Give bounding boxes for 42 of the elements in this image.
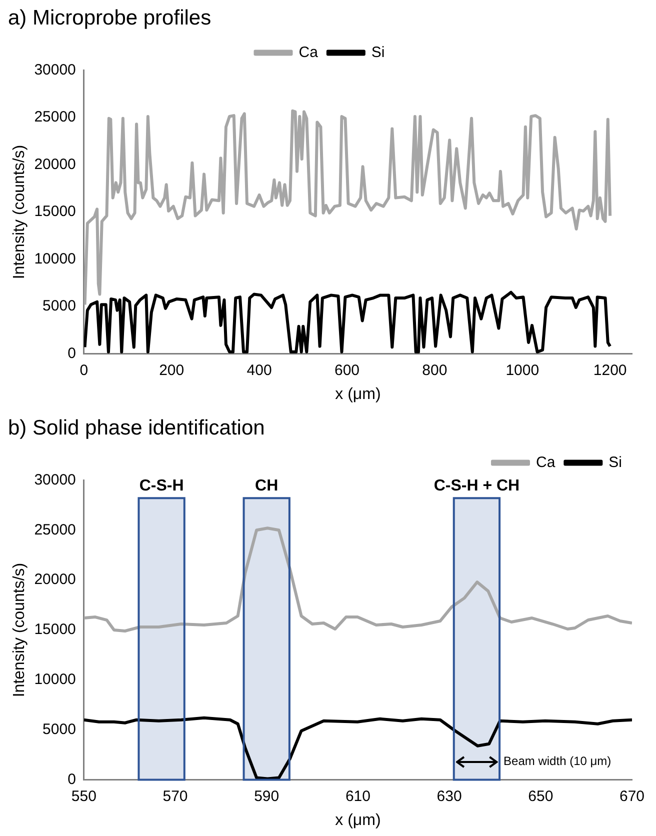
y-tick-label: 15000 [34, 621, 76, 638]
x-tick-label: 800 [422, 362, 448, 379]
y-tick-label: 10000 [34, 250, 76, 268]
y-tick-label: 25000 [34, 521, 76, 538]
y-tick-label: 15000 [34, 203, 76, 220]
legend-label: Ca [298, 44, 319, 61]
x-tick-label: 600 [334, 362, 360, 379]
y-tick-label: 30000 [34, 61, 76, 78]
x-tick-label: 630 [436, 788, 462, 805]
legend-label: Si [371, 44, 385, 61]
x-tick-label: 590 [254, 788, 280, 805]
x-tick-label: 200 [159, 362, 184, 379]
y-axis-title: Intensity (counts/s) [11, 562, 28, 698]
legend-label: Si [608, 454, 622, 471]
chart-title: a) Microprobe profiles [8, 6, 212, 30]
y-tick-label: 30000 [34, 471, 76, 488]
y-tick-label: 5000 [42, 298, 76, 315]
x-tick-label: 570 [162, 788, 188, 805]
x-tick-label: 1000 [506, 362, 540, 379]
x-tick-label: 0 [80, 362, 88, 379]
y-axis-title: Intensity (counts/s) [11, 144, 28, 280]
band-label: C-S-H [139, 478, 184, 495]
y-tick-label: 20000 [34, 571, 76, 588]
y-tick-label: 10000 [34, 671, 76, 688]
y-tick-label: 5000 [42, 721, 76, 738]
x-tick-label: 550 [71, 788, 96, 805]
y-tick-label: 20000 [34, 156, 76, 173]
x-axis-title: x (μm) [335, 386, 381, 403]
y-tick-label: 25000 [34, 108, 76, 126]
y-tick-label: 0 [68, 770, 76, 788]
band-label: CH [255, 478, 278, 495]
legend-label: Ca [536, 454, 556, 471]
x-tick-label: 650 [528, 788, 554, 805]
x-axis-title: x (μm) [335, 812, 381, 829]
chart-title: b) Solid phase identification [8, 416, 265, 440]
x-tick-label: 670 [619, 788, 645, 805]
x-tick-label: 1200 [593, 362, 627, 379]
y-tick-label: 0 [68, 344, 76, 362]
band-label: C-S-H + CH [434, 478, 520, 495]
x-tick-label: 610 [345, 788, 370, 805]
annotation: Beam width (10 μm) [504, 754, 612, 768]
x-tick-label: 400 [246, 362, 272, 379]
